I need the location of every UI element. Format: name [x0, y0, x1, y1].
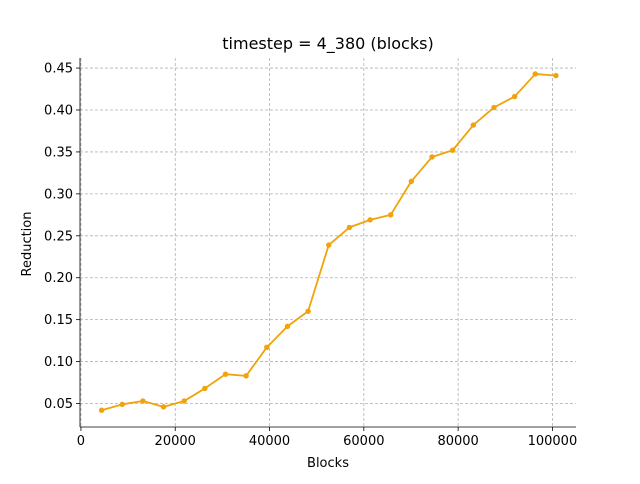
data-point — [243, 373, 249, 379]
data-point — [140, 398, 146, 404]
data-point — [326, 242, 332, 248]
data-point — [160, 404, 167, 410]
data-series — [98, 71, 559, 413]
data-point — [181, 398, 187, 404]
data-point — [449, 147, 456, 153]
y-tick-label: 0.10 — [44, 355, 73, 370]
data-point — [222, 371, 229, 377]
data-point — [553, 72, 559, 79]
x-tick-label: 100000 — [528, 434, 578, 449]
data-point — [408, 178, 415, 184]
y-axis-label: Reduction — [20, 212, 35, 277]
gridlines — [80, 58, 576, 427]
data-point — [367, 217, 373, 223]
data-point — [470, 122, 477, 128]
data-point — [264, 344, 270, 351]
y-tick-label: 0.30 — [44, 187, 73, 202]
data-point — [388, 212, 394, 218]
y-tick-label: 0.45 — [44, 62, 73, 77]
data-point — [119, 401, 125, 408]
y-tick-label: 0.40 — [44, 103, 73, 118]
x-axis-label: Blocks — [307, 456, 349, 471]
axes — [76, 58, 576, 431]
x-tick-label: 0 — [77, 434, 85, 449]
chart-title: timestep = 4_380 (blocks) — [222, 34, 433, 54]
y-tick-label: 0.15 — [44, 313, 73, 328]
data-point — [346, 224, 353, 231]
tick-labels: 0 20000 40000 60000 80000 100000 0.05 0.10 0.15 0… — [44, 62, 577, 449]
y-tick-label: 0.20 — [44, 271, 73, 286]
data-point — [202, 385, 208, 392]
y-tick-label: 0.05 — [44, 397, 73, 412]
y-tick-label: 0.35 — [44, 145, 73, 160]
data-point — [532, 71, 538, 77]
x-tick-label: 40000 — [249, 434, 290, 449]
x-tick-label: 80000 — [437, 434, 478, 449]
x-tick-label: 60000 — [343, 434, 384, 449]
data-point — [491, 104, 497, 111]
data-point — [429, 154, 435, 160]
data-point — [284, 323, 291, 330]
x-tick-label: 20000 — [155, 434, 196, 449]
data-point — [98, 407, 105, 413]
data-point — [511, 93, 518, 100]
y-tick-label: 0.25 — [44, 229, 73, 244]
data-point — [305, 308, 311, 314]
